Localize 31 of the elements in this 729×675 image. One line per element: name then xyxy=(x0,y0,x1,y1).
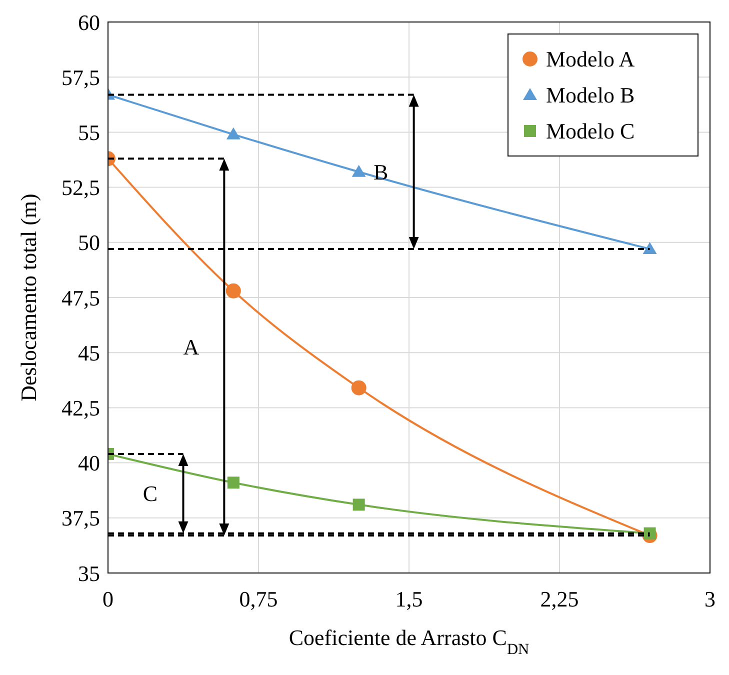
point xyxy=(226,127,240,140)
y-tick-label: 50 xyxy=(78,230,100,256)
y-tick-label: 42,5 xyxy=(62,396,100,421)
x-tick-label: 0 xyxy=(102,586,114,612)
x-tick-label: 1,5 xyxy=(395,586,423,612)
y-tick-label: 47,5 xyxy=(62,285,100,310)
point xyxy=(642,242,657,254)
y-axis-title: Deslocamento total (m) xyxy=(16,194,41,402)
y-tick-label: 35 xyxy=(78,560,100,586)
y-tick-label: 40 xyxy=(78,450,100,476)
point xyxy=(351,380,366,396)
point xyxy=(227,476,240,489)
annotation: A xyxy=(183,334,200,360)
annotation: C xyxy=(142,481,158,506)
point xyxy=(352,164,366,177)
legend-label: Modelo B xyxy=(546,82,635,108)
legend-label: Modelo A xyxy=(546,46,635,72)
point xyxy=(352,498,365,511)
point xyxy=(644,527,656,540)
y-tick-label: 45 xyxy=(78,340,100,366)
y-tick-label: 52,5 xyxy=(62,175,100,200)
x-tick-label: 2,25 xyxy=(540,586,579,612)
x-axis-title: Coeficiente de Arrasto C$_{DN}$ xyxy=(288,625,530,658)
point xyxy=(226,283,241,298)
y-tick-label: 55 xyxy=(78,120,100,146)
y-tick-label: 60 xyxy=(78,10,100,35)
x-tick-label: 0,75 xyxy=(239,586,278,612)
x-tick-label: 3 xyxy=(704,586,716,612)
y-tick-label: 57,5 xyxy=(62,64,100,90)
legend-label: Modelo C xyxy=(546,118,635,144)
y-tick-label: 37,5 xyxy=(62,506,100,531)
